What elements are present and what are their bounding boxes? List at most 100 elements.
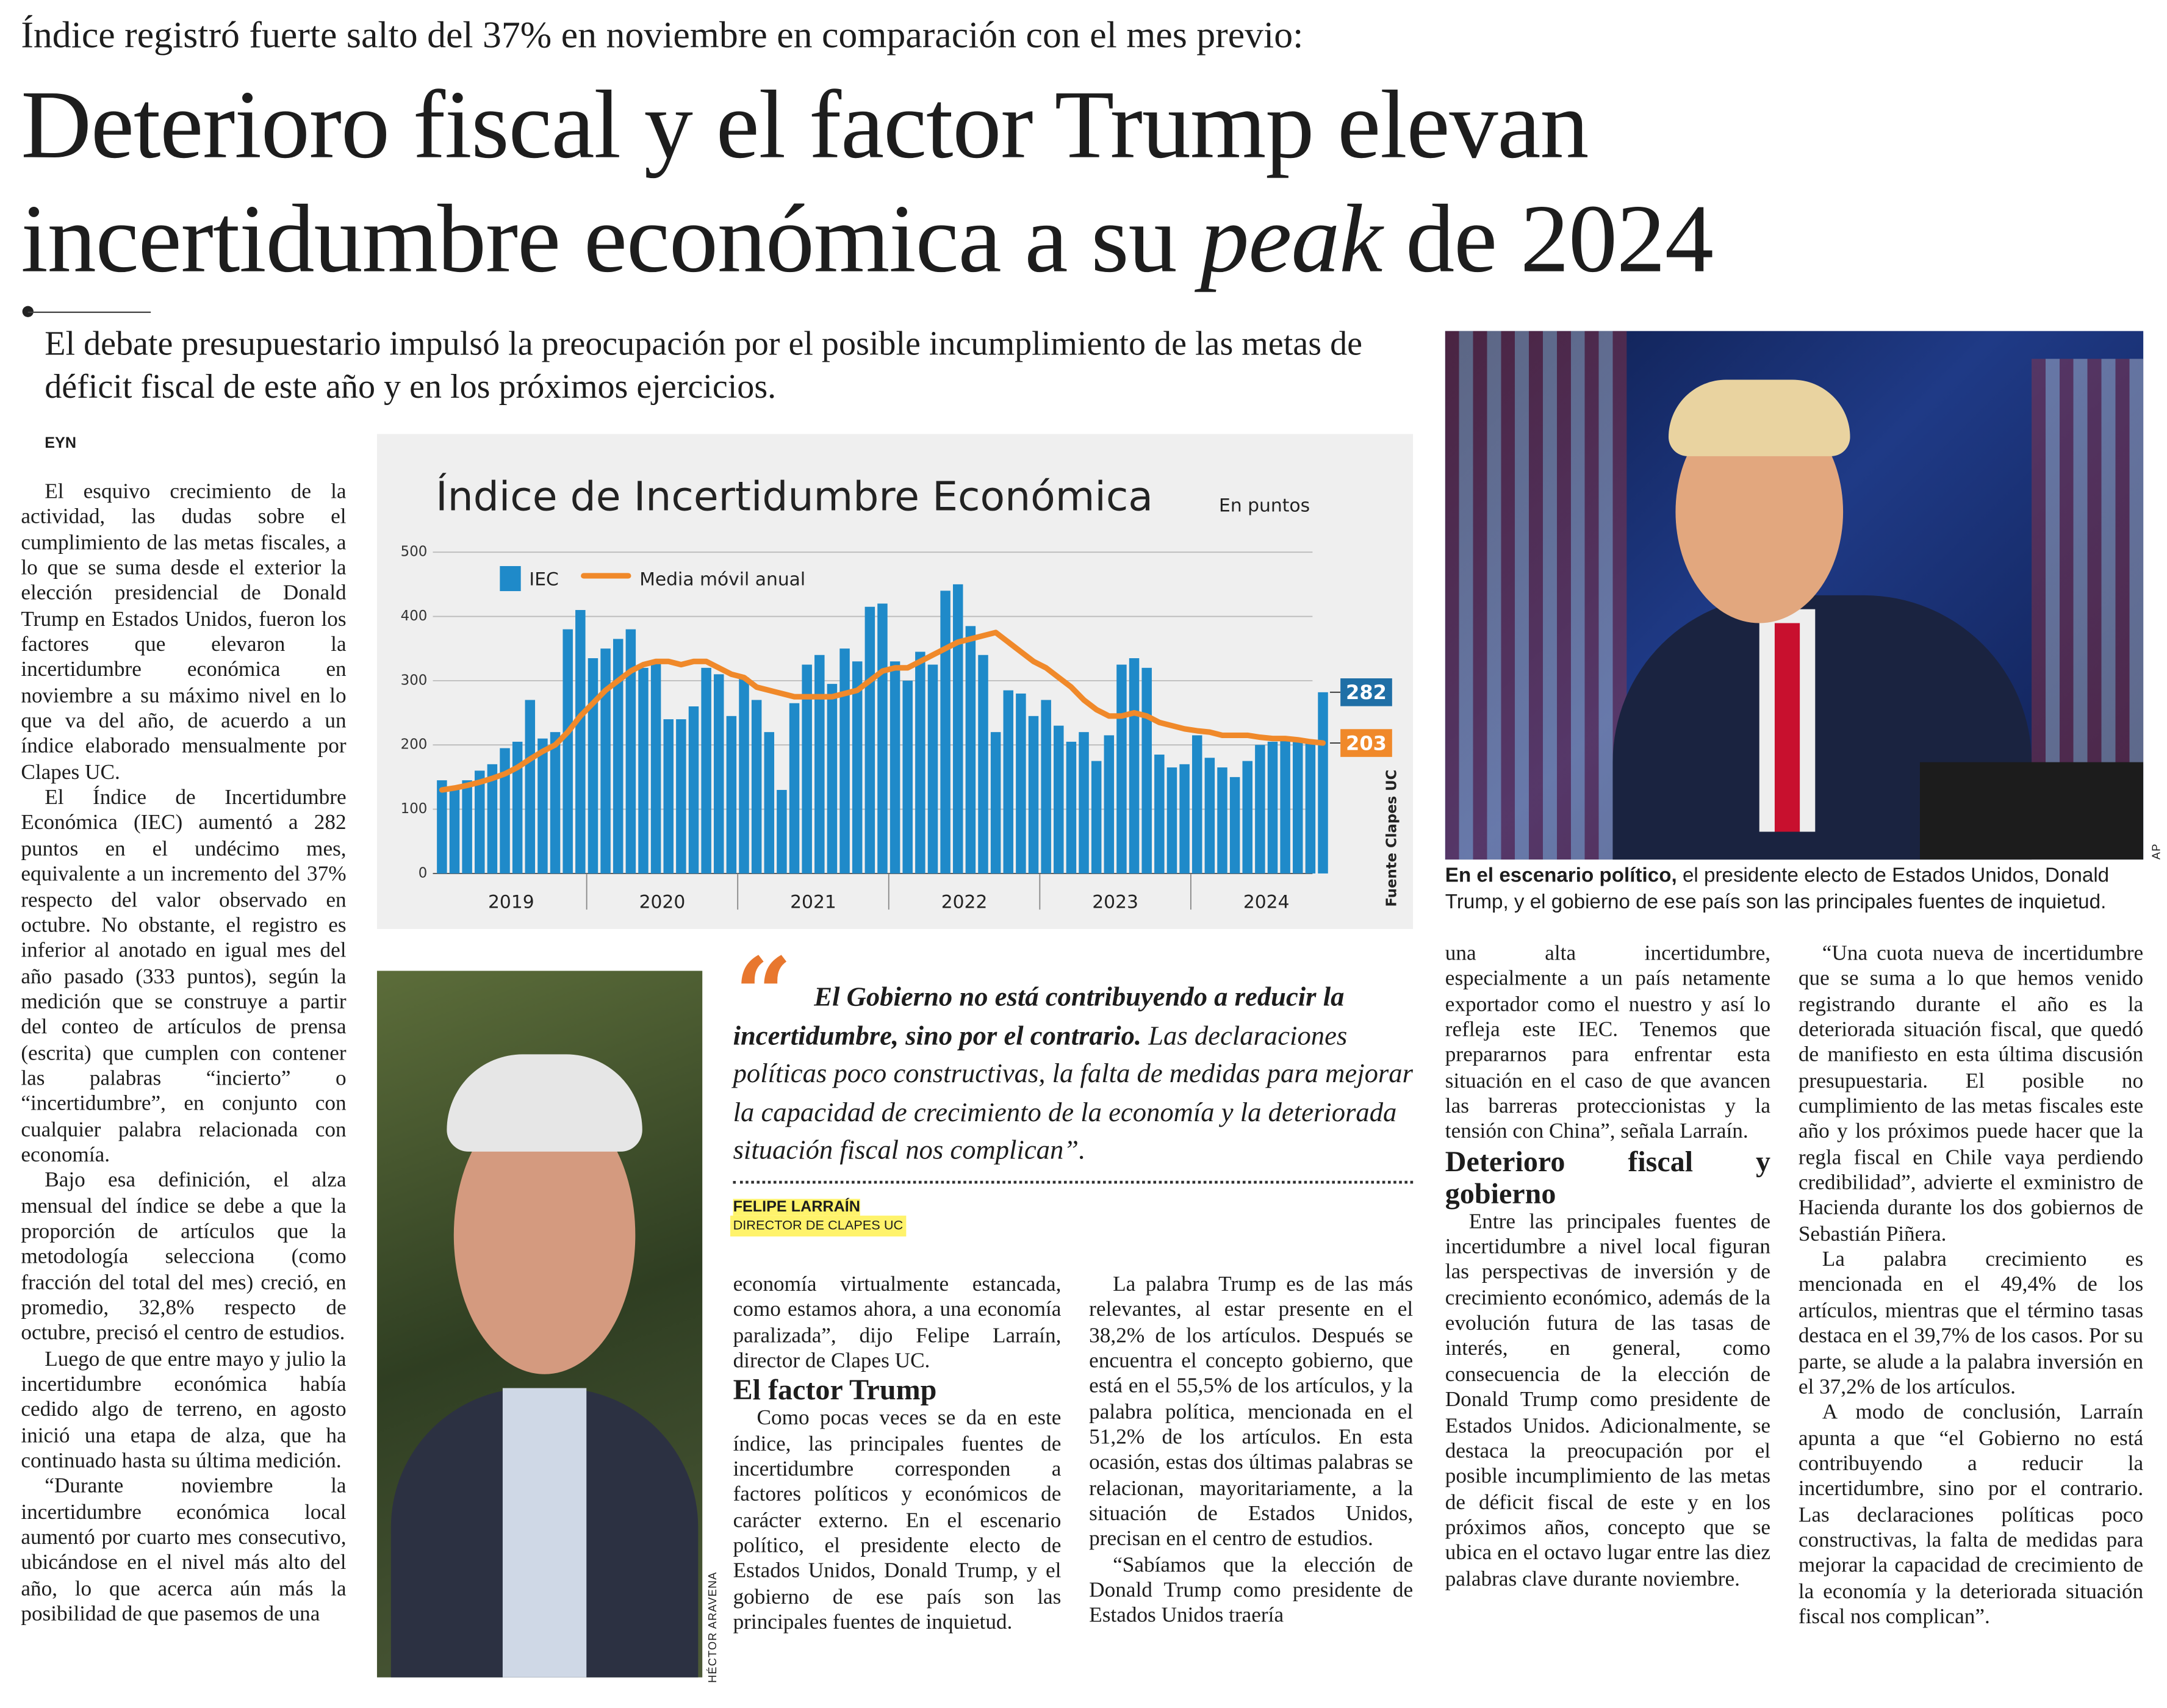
value-label: 203 <box>1346 731 1387 755</box>
chart-subtitle: En puntos <box>1219 495 1310 516</box>
shirt <box>502 1388 587 1678</box>
bar <box>1091 761 1102 874</box>
bar <box>1028 716 1039 874</box>
bar <box>839 648 850 874</box>
bar <box>625 629 636 874</box>
bar <box>487 764 498 874</box>
bar <box>978 655 988 874</box>
bar <box>1166 767 1177 874</box>
x-tick-label: 2019 <box>488 891 534 913</box>
bar <box>588 658 598 874</box>
bar <box>1293 738 1303 874</box>
bar <box>638 667 649 874</box>
column: economía virtualmente estancada, como es… <box>733 1272 1062 1684</box>
paragraph: Como pocas veces se da en este índice, l… <box>733 1407 1062 1635</box>
caption-text: el presidente electo de Estados Unidos, … <box>1445 865 2110 914</box>
bar <box>726 716 737 874</box>
bar <box>1229 777 1240 874</box>
divider <box>733 1180 1414 1184</box>
bar <box>777 789 787 874</box>
y-tick-label: 300 <box>401 672 428 688</box>
value-label-box <box>1340 678 1392 706</box>
bar <box>575 610 586 874</box>
bar <box>714 674 724 874</box>
value-label: 282 <box>1346 681 1387 704</box>
bar <box>1280 738 1290 874</box>
rule <box>27 310 151 312</box>
column: “Una cuota nueva de incertidumbre que se… <box>1799 942 2143 1685</box>
tie <box>1774 623 1800 832</box>
bar <box>1016 693 1026 874</box>
bar <box>1079 732 1089 874</box>
paragraph: La palabra Trump es de las más relevante… <box>1089 1272 1414 1552</box>
bar <box>562 629 573 874</box>
flag <box>1445 331 1627 860</box>
paragraph: “Durante noviembre la incertidumbre econ… <box>21 1474 347 1626</box>
bar <box>449 786 460 874</box>
bar <box>1041 700 1051 874</box>
subhead: El factor Trump <box>733 1373 937 1407</box>
paragraph: “Sabíamos que la elección de Donald Trum… <box>1089 1553 1414 1628</box>
paragraph: Bajo esa definición, el alza mensual del… <box>21 1168 347 1346</box>
y-tick-label: 400 <box>401 608 428 624</box>
deck: El debate presupuestario impulsó la preo… <box>45 325 1363 406</box>
paragraph: “Una cuota nueva de incertidumbre que se… <box>1798 941 2144 1246</box>
chart-title: Índice de Incertidumbre Económica <box>436 473 1153 520</box>
bar <box>789 703 800 874</box>
bar <box>462 780 472 874</box>
caption-bold: En el escenario político, <box>1445 865 1677 888</box>
bar <box>1003 690 1014 874</box>
photo-credit: AP <box>2150 843 2163 860</box>
bar <box>889 661 900 874</box>
bar <box>965 626 976 874</box>
hair <box>1668 379 1850 456</box>
bar <box>1104 735 1115 874</box>
bar <box>512 741 523 874</box>
bar <box>1116 664 1127 874</box>
bar <box>877 603 888 874</box>
bar <box>940 590 951 874</box>
bar <box>475 770 485 874</box>
headline-text: Deterioro fiscal y el factor Trump eleva… <box>21 72 1589 294</box>
hair <box>447 1054 642 1152</box>
bar <box>751 700 762 874</box>
headline-text: de 2024 <box>1382 186 1714 294</box>
quote-text: Las declaraciones políticas poco constru… <box>733 1021 1413 1166</box>
bar <box>827 684 838 874</box>
y-tick-label: 100 <box>401 801 428 817</box>
bar <box>990 732 1001 874</box>
column: una alta incertidumbre, especialmente a … <box>1445 942 1770 1685</box>
bar <box>1305 741 1316 874</box>
quote-mark: “ <box>734 935 792 1053</box>
legend-swatch <box>500 566 521 592</box>
x-tick-label: 2020 <box>639 891 686 913</box>
bar <box>701 667 711 874</box>
bar <box>525 700 536 874</box>
chart: Índice de Incertidumbre Económica En pun… <box>376 434 1414 930</box>
bar <box>1255 745 1265 874</box>
headline-italic: peak <box>1200 186 1382 294</box>
paragraph: El Índice de Incertidumbre Económica (IE… <box>21 786 347 1167</box>
bar <box>663 719 674 874</box>
photo-trump <box>1445 331 2144 860</box>
bar <box>1242 761 1252 874</box>
y-tick-label: 500 <box>401 544 428 560</box>
line <box>439 630 1326 793</box>
legend-label: Media móvil anual <box>639 569 805 590</box>
bar <box>613 639 624 874</box>
bar <box>1179 764 1190 874</box>
bar <box>1204 758 1215 874</box>
bar <box>600 648 611 874</box>
bar <box>802 664 812 874</box>
x-tick-label: 2023 <box>1092 891 1138 913</box>
x-tick-label: 2021 <box>790 891 836 913</box>
caption: En el escenario político, el presidente … <box>1445 864 2151 917</box>
flag <box>2032 359 2144 777</box>
bar <box>814 655 825 874</box>
legend-label: IEC <box>529 569 558 590</box>
paragraph: La palabra crecimiento es mencionada en … <box>1798 1247 2144 1399</box>
bar <box>902 680 913 874</box>
bar <box>864 606 875 874</box>
bar <box>739 677 749 874</box>
bar <box>550 732 561 874</box>
